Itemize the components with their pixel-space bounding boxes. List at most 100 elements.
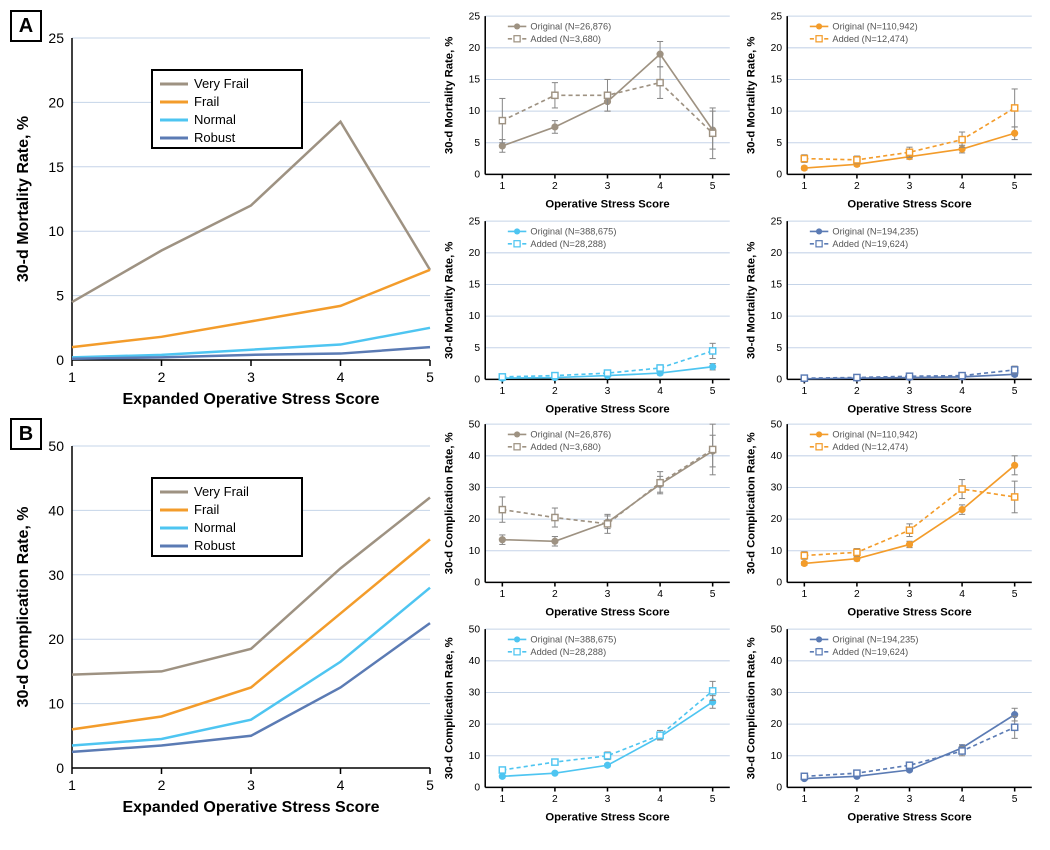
- svg-text:5: 5: [1012, 386, 1018, 397]
- svg-text:5: 5: [426, 369, 434, 385]
- svg-text:5: 5: [776, 343, 782, 354]
- svg-text:Added (N=3,680): Added (N=3,680): [530, 34, 601, 44]
- svg-text:10: 10: [469, 312, 481, 323]
- svg-text:3: 3: [247, 369, 255, 385]
- svg-text:3: 3: [605, 181, 611, 192]
- svg-text:3: 3: [247, 777, 255, 793]
- svg-text:0: 0: [474, 783, 480, 794]
- svg-text:15: 15: [469, 280, 481, 291]
- panel-b-row: B Expanded Operative Stress Score30-d Co…: [10, 418, 1040, 818]
- svg-text:15: 15: [771, 75, 783, 86]
- svg-text:20: 20: [48, 94, 64, 110]
- svg-text:2: 2: [854, 386, 860, 397]
- svg-text:4: 4: [337, 369, 345, 385]
- svg-text:20: 20: [771, 720, 783, 731]
- panel-b-small-3: Operative Stress Score 30-d Complication …: [742, 623, 1040, 824]
- panel-a-small-3: Operative Stress Score 30-d Mortality Rat…: [742, 215, 1040, 416]
- svg-text:40: 40: [48, 502, 64, 518]
- svg-text:50: 50: [48, 438, 64, 454]
- svg-text:0: 0: [56, 352, 64, 368]
- svg-text:30-d Complication Rate, %: 30-d Complication Rate, %: [745, 638, 757, 780]
- svg-text:1: 1: [68, 369, 76, 385]
- svg-text:0: 0: [776, 783, 782, 794]
- svg-text:Operative Stress Score: Operative Stress Score: [545, 198, 669, 210]
- svg-text:Expanded Operative Stress Scor: Expanded Operative Stress Score: [123, 391, 380, 408]
- svg-text:Operative Stress Score: Operative Stress Score: [847, 606, 971, 618]
- svg-text:30-d Mortality Rate, %: 30-d Mortality Rate, %: [745, 242, 757, 359]
- svg-text:4: 4: [657, 589, 663, 600]
- svg-text:Operative Stress Score: Operative Stress Score: [847, 812, 971, 824]
- svg-text:Added (N=19,624): Added (N=19,624): [832, 647, 908, 657]
- panel-b-small-grid: Operative Stress Score 30-d Complication …: [440, 418, 1040, 818]
- svg-text:0: 0: [474, 169, 480, 180]
- svg-text:30-d Complication Rate, %: 30-d Complication Rate, %: [15, 507, 32, 708]
- panel-b-small-0: Operative Stress Score30-d Complication …: [440, 418, 738, 619]
- svg-text:10: 10: [48, 696, 64, 712]
- panel-a-small-0: Operative Stress Score30-d Mortality Rat…: [440, 10, 738, 211]
- svg-text:5: 5: [776, 138, 782, 149]
- svg-text:1: 1: [68, 777, 76, 793]
- svg-text:Operative Stress Score: Operative Stress Score: [847, 404, 971, 416]
- svg-text:Frail: Frail: [194, 94, 219, 109]
- svg-text:2: 2: [158, 777, 166, 793]
- svg-text:4: 4: [657, 181, 663, 192]
- svg-text:1: 1: [499, 794, 505, 805]
- svg-text:Added (N=28,288): Added (N=28,288): [530, 239, 606, 249]
- panel-b-big-chart: Expanded Operative Stress Score 30-d Comp…: [10, 418, 440, 818]
- svg-text:2: 2: [552, 386, 558, 397]
- svg-text:1: 1: [801, 794, 807, 805]
- svg-text:Operative Stress Score: Operative Stress Score: [545, 404, 669, 416]
- svg-text:Added (N=28,288): Added (N=28,288): [530, 647, 606, 657]
- svg-text:0: 0: [474, 577, 480, 588]
- svg-text:10: 10: [771, 751, 783, 762]
- panel-a-big-chart: Expanded Operative Stress Score30-d Mort…: [10, 10, 440, 410]
- svg-text:0: 0: [56, 760, 64, 776]
- svg-text:Added (N=12,474): Added (N=12,474): [832, 442, 908, 452]
- svg-text:30-d Complication Rate, %: 30-d Complication Rate, %: [443, 638, 455, 780]
- svg-text:Original (N=26,876): Original (N=26,876): [530, 430, 611, 440]
- panel-a-label: A: [10, 10, 42, 42]
- svg-text:10: 10: [771, 312, 783, 323]
- svg-text:40: 40: [469, 656, 481, 667]
- svg-text:10: 10: [469, 546, 481, 557]
- svg-text:50: 50: [771, 625, 783, 636]
- panel-a-small-2: Operative Stress Score30-d Mortality Rat…: [440, 215, 738, 416]
- panel-a-small-grid: Operative Stress Score 30-d Mortality Rat…: [440, 10, 1040, 410]
- panel-a-row: A Expanded Operative Stress Score 30-d Mo…: [10, 10, 1040, 410]
- svg-text:30: 30: [469, 688, 481, 699]
- svg-text:Operative Stress Score: Operative Stress Score: [545, 606, 669, 618]
- svg-text:20: 20: [469, 514, 481, 525]
- panel-b-small-2: Operative Stress Score30-d Complication …: [440, 623, 738, 824]
- svg-text:2: 2: [552, 589, 558, 600]
- svg-text:10: 10: [771, 106, 783, 117]
- svg-text:4: 4: [959, 181, 965, 192]
- svg-text:5: 5: [1012, 794, 1018, 805]
- svg-text:Added (N=19,624): Added (N=19,624): [832, 239, 908, 249]
- svg-text:3: 3: [605, 794, 611, 805]
- svg-text:4: 4: [337, 777, 345, 793]
- svg-text:5: 5: [710, 181, 716, 192]
- panel-a-small-1: Operative Stress Score30-d Mortality Rat…: [742, 10, 1040, 211]
- svg-text:1: 1: [499, 386, 505, 397]
- svg-text:Original (N=388,675): Original (N=388,675): [530, 227, 616, 237]
- svg-text:2: 2: [552, 181, 558, 192]
- svg-text:40: 40: [469, 451, 481, 462]
- svg-text:25: 25: [469, 217, 481, 228]
- svg-text:10: 10: [48, 223, 64, 239]
- svg-text:Expanded Operative Stress Scor: Expanded Operative Stress Score: [123, 799, 380, 816]
- svg-text:2: 2: [552, 794, 558, 805]
- svg-text:0: 0: [776, 169, 782, 180]
- svg-text:3: 3: [907, 386, 913, 397]
- svg-text:2: 2: [854, 181, 860, 192]
- svg-text:30: 30: [771, 483, 783, 494]
- svg-text:20: 20: [771, 43, 783, 54]
- svg-text:0: 0: [776, 577, 782, 588]
- svg-text:Added (N=12,474): Added (N=12,474): [832, 34, 908, 44]
- svg-text:Frail: Frail: [194, 502, 219, 517]
- svg-text:3: 3: [605, 589, 611, 600]
- svg-text:5: 5: [710, 589, 716, 600]
- svg-text:50: 50: [469, 625, 481, 636]
- svg-text:10: 10: [469, 751, 481, 762]
- svg-text:1: 1: [499, 181, 505, 192]
- svg-text:5: 5: [474, 138, 480, 149]
